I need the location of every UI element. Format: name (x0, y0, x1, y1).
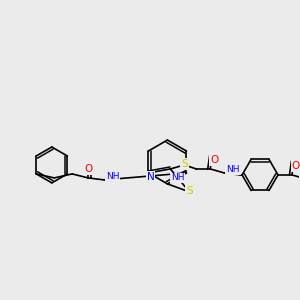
Text: NH: NH (106, 172, 119, 182)
Text: NH: NH (226, 165, 240, 174)
Text: O: O (84, 164, 92, 174)
Text: O: O (292, 161, 300, 171)
Text: N: N (147, 172, 154, 182)
Text: NH: NH (171, 173, 184, 182)
Text: O: O (210, 155, 218, 165)
Text: S: S (186, 186, 193, 196)
Text: S: S (181, 159, 188, 169)
